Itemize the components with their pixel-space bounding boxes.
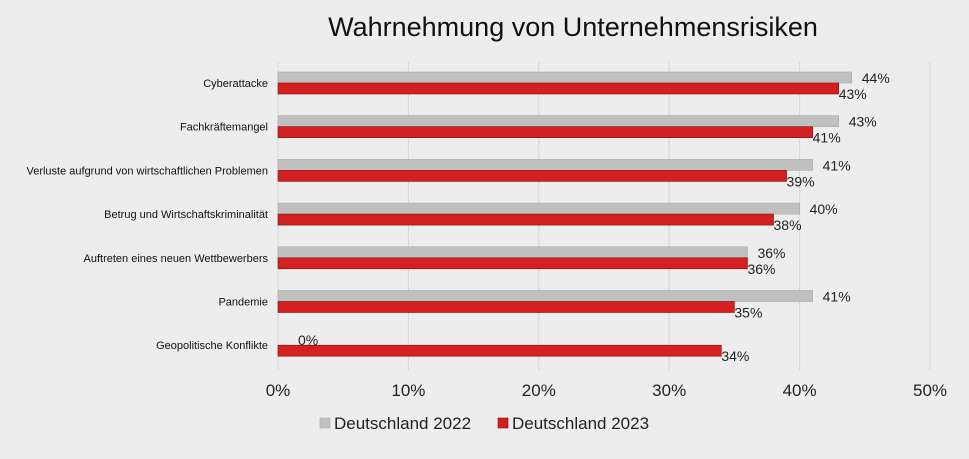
bar-2023 xyxy=(277,301,735,313)
value-label: 35% xyxy=(734,305,762,321)
category-label: Cyberattacke xyxy=(203,78,268,90)
category-label: Fachkräftemangel xyxy=(180,122,268,134)
value-label: 41% xyxy=(823,289,851,305)
value-label: 44% xyxy=(862,70,890,86)
bars-group xyxy=(277,71,853,357)
value-label: 39% xyxy=(787,173,815,189)
bar-2023 xyxy=(277,126,813,138)
x-tick-label: 0% xyxy=(266,381,291,400)
x-tick-label: 10% xyxy=(391,381,425,400)
value-label: 38% xyxy=(774,217,802,233)
value-label: 41% xyxy=(813,130,841,146)
x-tick-label: 40% xyxy=(783,381,817,400)
category-label: Betrug und Wirtschaftskriminalität xyxy=(104,209,268,221)
bar-2022 xyxy=(277,115,840,127)
value-label: 36% xyxy=(747,261,775,277)
bar-2023 xyxy=(277,344,722,357)
bar-2023 xyxy=(277,170,787,182)
legend-swatch-2022 xyxy=(319,417,331,429)
value-label: 36% xyxy=(757,245,785,261)
x-tick-label: 30% xyxy=(652,381,686,400)
value-label: 34% xyxy=(721,348,749,364)
bar-2023 xyxy=(277,257,748,270)
legend-label: Deutschland 2022 xyxy=(334,414,471,433)
bar-2022 xyxy=(277,290,813,302)
bar-2022 xyxy=(277,71,853,84)
category-label: Verluste aufgrund von wirtschaftlichen P… xyxy=(26,165,268,177)
bar-2023 xyxy=(277,82,840,95)
category-label: Geopolitische Konflikte xyxy=(156,340,268,352)
value-label: 43% xyxy=(849,114,877,130)
x-tick-label: 50% xyxy=(913,381,947,400)
bar-2022 xyxy=(277,159,813,171)
chart-title: Wahrnehmung von Unternehmensrisiken xyxy=(328,12,818,42)
legend-label: Deutschland 2023 xyxy=(512,414,649,433)
value-label: 0% xyxy=(298,332,318,348)
bar-2023 xyxy=(277,213,774,226)
category-label: Pandemie xyxy=(218,297,268,309)
value-label: 41% xyxy=(823,157,851,173)
value-label: 43% xyxy=(839,86,867,102)
bar-2022 xyxy=(277,246,748,259)
bar-2022 xyxy=(277,202,800,215)
value-labels: 44%43%43%41%41%39%40%38%36%36%41%35%0%34… xyxy=(298,70,890,364)
category-labels: Cyberattacke Fachkräftemangel Verluste auf… xyxy=(26,78,268,352)
value-label: 40% xyxy=(810,201,838,217)
x-tick-label: 20% xyxy=(522,381,556,400)
legend-swatch-2023 xyxy=(497,417,509,429)
x-tick-labels: 0% 10% 20% 30% 40% 50% xyxy=(266,381,947,400)
category-label: Auftreten eines neuen Wettbewerbers xyxy=(84,253,269,265)
legend: Deutschland 2022 Deutschland 2023 xyxy=(319,414,649,433)
